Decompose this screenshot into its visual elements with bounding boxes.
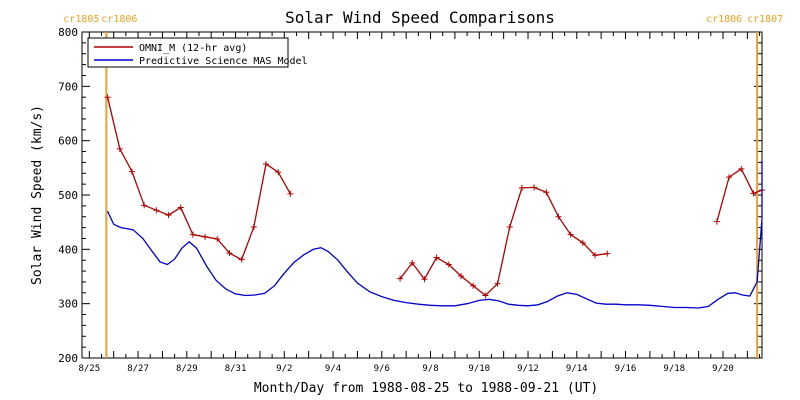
omni-data-point bbox=[250, 224, 257, 231]
legend: OMNI_M (12-hr avg) Predictive Science MA… bbox=[87, 37, 308, 68]
omni-data-point bbox=[726, 174, 733, 181]
x-tick-label: 9/20 bbox=[712, 364, 734, 374]
series-layer bbox=[104, 94, 765, 309]
omni-data-point bbox=[287, 190, 294, 197]
plot-area-frame bbox=[81, 31, 763, 359]
omni-data-point bbox=[421, 276, 428, 283]
omni-data-point bbox=[238, 256, 245, 263]
mas-series-line bbox=[107, 160, 763, 309]
omni-data-point bbox=[482, 292, 489, 299]
omni-data-point bbox=[128, 168, 135, 175]
omni-data-point bbox=[592, 252, 599, 259]
omni-data-point bbox=[433, 254, 440, 261]
x-tick-label: 9/2 bbox=[276, 364, 292, 374]
x-tick-label: 9/12 bbox=[517, 364, 539, 374]
carrington-right-label: cr1807 bbox=[747, 14, 783, 25]
y-tick-label: 500 bbox=[58, 189, 78, 202]
omni-data-point bbox=[202, 233, 209, 240]
omni-data-point bbox=[397, 275, 404, 282]
omni-data-point bbox=[567, 231, 574, 238]
x-tick-label: 9/16 bbox=[615, 364, 637, 374]
y-tick-label: 800 bbox=[58, 26, 78, 39]
x-tick-label: 9/8 bbox=[422, 364, 438, 374]
x-tick-label: 9/14 bbox=[566, 364, 588, 374]
x-tick-label: 9/4 bbox=[325, 364, 341, 374]
omni-data-point bbox=[518, 184, 525, 191]
omni-data-point bbox=[165, 212, 172, 219]
x-tick-label: 9/10 bbox=[468, 364, 490, 374]
axis-ticks: 200 300 400 500 600 700 800 8/25 8/27 8/29 8/31 9/2… bbox=[58, 26, 762, 374]
legend-label-omni: OMNI_M (12-hr avg) bbox=[139, 43, 247, 54]
x-tick-label: 8/27 bbox=[127, 364, 149, 374]
omni-data-point bbox=[263, 161, 270, 168]
omni-data-point bbox=[579, 239, 586, 246]
x-tick-label: 9/6 bbox=[374, 364, 390, 374]
carrington-left-label: cr1806 bbox=[706, 14, 742, 25]
y-tick-label: 400 bbox=[58, 243, 78, 256]
omni-data-point bbox=[445, 261, 452, 268]
x-axis-label: Month/Day from 1988-08-25 to 1988-09-21 … bbox=[254, 381, 598, 396]
omni-series-line bbox=[399, 186, 608, 297]
y-tick-label: 200 bbox=[58, 352, 78, 365]
chart-title: Solar Wind Speed Comparisons bbox=[285, 8, 555, 27]
omni-data-point bbox=[531, 184, 538, 191]
carrington-right-label: cr1806 bbox=[101, 14, 137, 25]
y-tick-label: 700 bbox=[58, 80, 78, 93]
y-axis-label: Solar Wind Speed (km/s) bbox=[30, 105, 45, 285]
omni-data-point bbox=[275, 169, 282, 176]
x-tick-label: 8/31 bbox=[225, 364, 247, 374]
omni-data-point bbox=[750, 190, 757, 197]
legend-box bbox=[87, 37, 289, 68]
x-tick-label: 8/29 bbox=[176, 364, 198, 374]
omni-data-point bbox=[470, 282, 477, 289]
omni-data-point bbox=[177, 204, 184, 211]
omni-data-point bbox=[189, 231, 196, 238]
x-tick-label: 8/25 bbox=[78, 364, 100, 374]
omni-data-point bbox=[738, 165, 745, 172]
omni-data-point bbox=[141, 202, 148, 209]
omni-series-line bbox=[106, 97, 291, 261]
omni-data-point bbox=[153, 207, 160, 214]
omni-data-point bbox=[543, 189, 550, 196]
omni-data-point bbox=[713, 218, 720, 225]
carrington-markers: cr1805 cr1806 cr1806 cr1807 bbox=[63, 14, 783, 358]
legend-label-mas: Predictive Science MAS Model bbox=[139, 56, 308, 67]
carrington-left-label: cr1805 bbox=[63, 14, 99, 25]
y-tick-label: 600 bbox=[58, 135, 78, 148]
y-tick-label: 300 bbox=[58, 298, 78, 311]
omni-data-point bbox=[104, 94, 111, 101]
omni-data-point bbox=[116, 145, 123, 152]
x-tick-label: 9/18 bbox=[663, 364, 685, 374]
omni-data-point bbox=[604, 250, 611, 257]
omni-data-point bbox=[214, 236, 221, 243]
omni-data-point bbox=[226, 250, 233, 257]
omni-data-point bbox=[555, 213, 562, 220]
omni-data-point bbox=[409, 259, 416, 266]
omni-data-point bbox=[506, 224, 513, 231]
omni-data-point bbox=[457, 272, 464, 279]
omni-data-point bbox=[494, 280, 501, 287]
